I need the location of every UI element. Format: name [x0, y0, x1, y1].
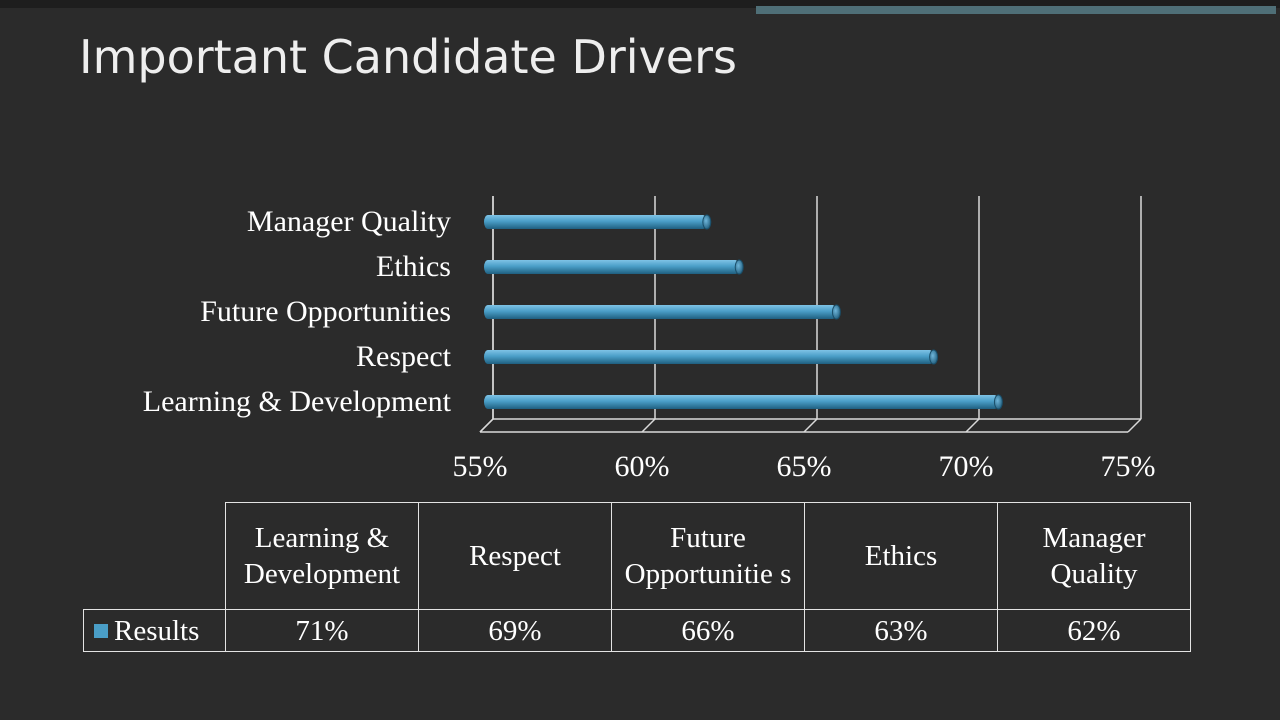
- bar-body: [484, 215, 707, 229]
- x-tick-label: 60%: [614, 450, 670, 483]
- top-accent-stripe: [756, 6, 1276, 14]
- bar-cap: [831, 304, 841, 320]
- legend-entry: Results: [83, 609, 226, 652]
- bar-cap: [993, 394, 1003, 410]
- category-label: Learning & Development: [142, 385, 451, 418]
- slide-title: Important Candidate Drivers: [79, 30, 737, 84]
- data-table: Learning & Development Respect Future Op…: [83, 502, 1191, 652]
- bar-cap: [734, 259, 744, 275]
- bar: [484, 349, 939, 365]
- category-label: Respect: [356, 340, 451, 373]
- gridline-floor: [1127, 418, 1142, 433]
- bar-body: [484, 305, 837, 319]
- data-table-value: 62%: [997, 609, 1191, 652]
- category-label: Manager Quality: [246, 205, 451, 238]
- category-label: Future Opportunities: [200, 295, 451, 328]
- gridline-floor: [641, 418, 656, 433]
- bar: [484, 304, 841, 320]
- legend-swatch: [94, 623, 108, 638]
- bar-body: [484, 350, 934, 364]
- top-bar: [0, 0, 1280, 14]
- bar: [484, 259, 744, 275]
- gridline-floor: [479, 418, 494, 433]
- data-table-header: Manager Quality: [997, 502, 1191, 610]
- category-label: Ethics: [376, 250, 451, 283]
- bar: [484, 394, 1003, 410]
- gridline-floor: [803, 418, 818, 433]
- bar-body: [484, 260, 740, 274]
- data-table-header: Future Opportunitie s: [611, 502, 805, 610]
- data-table-corner: [83, 502, 226, 610]
- x-tick-label: 55%: [452, 450, 508, 483]
- data-table-value: 63%: [804, 609, 998, 652]
- data-table-row: Results 71% 69% 66% 63% 62%: [83, 609, 1191, 652]
- data-table-value: 66%: [611, 609, 805, 652]
- bars: [484, 214, 1003, 410]
- bar-body: [484, 395, 999, 409]
- data-table-header-row: Learning & Development Respect Future Op…: [83, 502, 1191, 610]
- x-tick-label: 65%: [776, 450, 832, 483]
- gridline-floor: [965, 418, 980, 433]
- legend-label: Results: [114, 614, 200, 647]
- data-table-header: Learning & Development: [225, 502, 419, 610]
- bar: [484, 214, 712, 230]
- data-table-header: Respect: [418, 502, 612, 610]
- bar-cap: [929, 349, 939, 365]
- bar-cap: [702, 214, 712, 230]
- data-table-header: Ethics: [804, 502, 998, 610]
- data-table-value: 71%: [225, 609, 419, 652]
- x-tick-label: 75%: [1100, 450, 1156, 483]
- data-table-value: 69%: [418, 609, 612, 652]
- x-tick-label: 70%: [938, 450, 994, 483]
